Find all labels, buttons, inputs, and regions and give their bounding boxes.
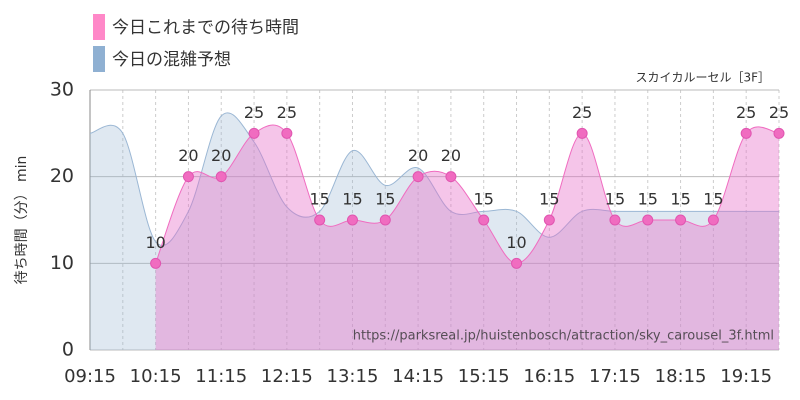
x-tick-label: 12:15 [261,366,313,387]
area [155,124,780,350]
data-label: 25 [769,103,789,122]
y-tick-label: 30 [50,79,74,101]
point [675,214,687,226]
data-label: 25 [277,103,297,122]
data-label: 15 [539,190,559,209]
point [609,214,621,226]
source-url: https://parksreal.jp/huistenbosch/attrac… [353,329,774,344]
x-tick-label: 14:15 [392,366,444,387]
x-tick-label: 13:15 [327,366,379,387]
y-axis-label: 待ち時間（分） min [14,156,30,285]
y-tick-label: 10 [50,252,74,274]
point [412,171,424,183]
point [543,214,555,226]
data-label: 15 [605,190,625,209]
point [642,214,654,226]
point [379,214,391,226]
x-tick-label: 18:15 [655,366,707,387]
point [248,127,260,139]
data-label: 15 [342,190,362,209]
point [478,214,490,226]
data-label: 15 [670,190,690,209]
data-label: 25 [736,103,756,122]
legend-swatch [93,46,105,72]
point [346,214,358,226]
data-label: 15 [638,190,658,209]
legend-label: 今日これまでの待ち時間 [112,18,299,38]
x-tick-label: 11:15 [195,366,247,387]
point [215,171,227,183]
area [90,112,779,350]
data-label: 10 [506,233,526,252]
data-label: 20 [408,146,428,165]
point [707,214,719,226]
point [150,257,162,269]
data-label: 25 [244,103,264,122]
data-label: 20 [441,146,461,165]
data-label: 15 [474,190,494,209]
x-tick-label: 10:15 [130,366,182,387]
legend-swatch [93,14,105,40]
point [182,171,194,183]
point [740,127,752,139]
point [576,127,588,139]
data-label: 25 [572,103,592,122]
x-tick-label: 15:15 [458,366,510,387]
legend-label: 今日の混雑予想 [112,50,231,70]
subtitle: スカイカルーセル［3F］ [635,71,770,85]
point [445,171,457,183]
data-label: 10 [145,233,165,252]
x-tick-label: 19:15 [720,366,772,387]
data-label: 15 [375,190,395,209]
point [511,257,523,269]
data-label: 15 [703,190,723,209]
y-tick-label: 20 [50,165,74,187]
series-line [89,112,779,246]
data-label: 20 [211,146,231,165]
point [773,127,785,139]
x-tick-label: 16:15 [523,366,575,387]
x-tick-label: 17:15 [589,366,641,387]
data-label: 20 [178,146,198,165]
point [314,214,326,226]
y-tick-label: 0 [62,339,74,361]
point [281,127,293,139]
x-tick-label: 09:15 [64,366,116,387]
data-label: 15 [309,190,329,209]
